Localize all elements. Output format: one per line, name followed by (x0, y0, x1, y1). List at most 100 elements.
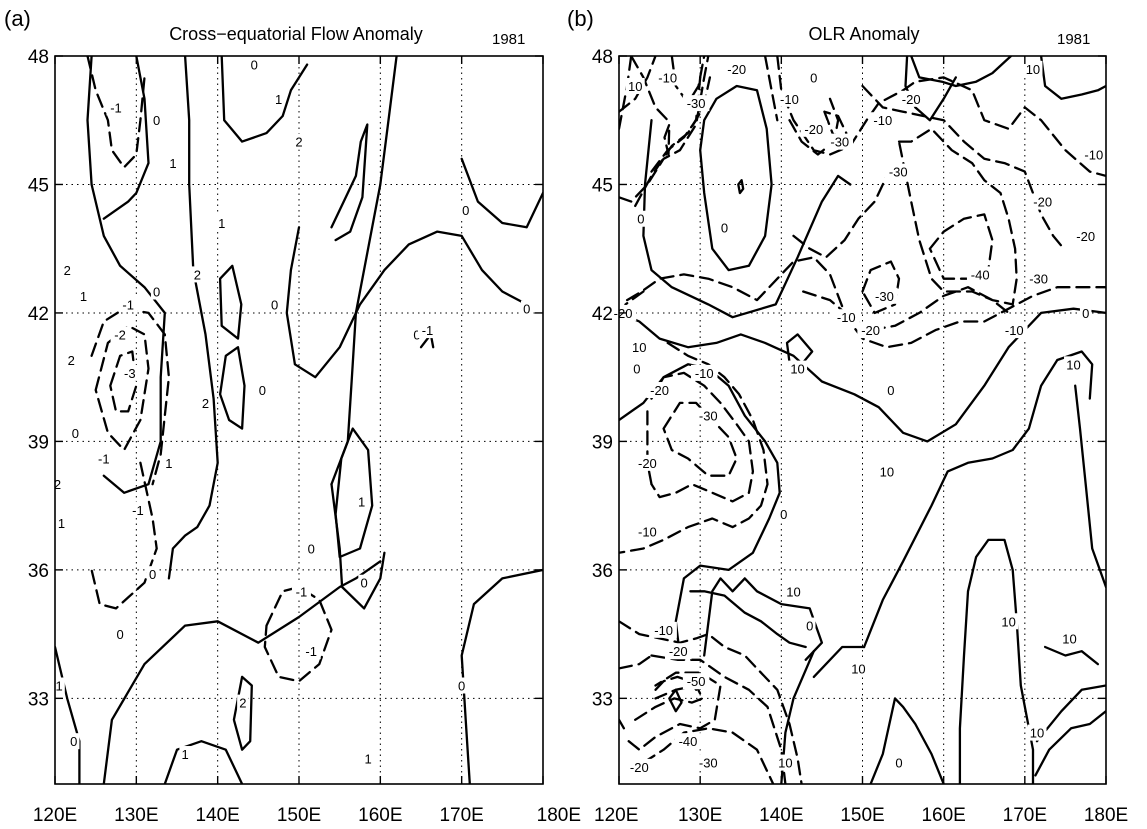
contour-line (861, 260, 901, 315)
contour-line (928, 213, 994, 280)
x-tick-label: 180E (1084, 805, 1128, 826)
contour-label: 1 (58, 516, 65, 531)
contour-label-bg (1025, 270, 1052, 287)
contour-label: 0 (633, 362, 640, 377)
contour-line (218, 346, 246, 430)
contour-label-bg (871, 287, 898, 304)
contour-label-bg (1064, 356, 1084, 373)
contour-line (802, 286, 1010, 332)
contour-label-bg (665, 643, 692, 660)
contour-line (1043, 645, 1100, 666)
contour-label-bg (163, 454, 175, 471)
contour-label: -10 (638, 524, 657, 539)
contour-label: 0 (271, 297, 278, 312)
x-tick-label: 150E (277, 805, 321, 826)
contour-label: 0 (895, 756, 902, 771)
contour-label: 1 (165, 456, 172, 471)
contour-label: 0 (721, 220, 728, 235)
contour-line (904, 56, 957, 122)
contour-label: 2 (68, 353, 75, 368)
contour-label: -20 (861, 323, 880, 338)
contour-label: -20 (638, 456, 657, 471)
y-tick-label: 33 (28, 689, 49, 710)
contour-label: -30 (889, 165, 908, 180)
x-tick-label: 180E (537, 805, 581, 826)
contour-label-bg (718, 219, 731, 236)
y-tick-label: 36 (28, 561, 49, 582)
contour-label: 0 (72, 426, 79, 441)
y-tick-label: 42 (28, 304, 49, 325)
contour-line (619, 363, 781, 657)
panel-b-title: OLR Anomaly (808, 24, 919, 44)
contour-line (55, 645, 81, 784)
contour-label: 0 (1082, 306, 1089, 321)
contour-line (285, 226, 528, 379)
contour-line (334, 427, 374, 559)
panel-b-letter: (b) (567, 6, 594, 31)
contour-label: 0 (251, 58, 258, 73)
contour-label-bg (629, 339, 649, 356)
contour-label-bg (631, 360, 643, 377)
contour-label: -1 (110, 100, 122, 115)
contour-label-bg (803, 617, 816, 634)
contour-line (263, 585, 333, 683)
contour-label-bg (455, 677, 468, 694)
contour-line (619, 718, 626, 730)
contour-line (699, 84, 773, 272)
contour-label-bg (150, 283, 163, 300)
contour-label: 10 (790, 362, 804, 377)
contour-line (1035, 684, 1106, 743)
contour-label: 0 (413, 327, 420, 342)
contour-label-bg (268, 296, 281, 313)
contour-label-bg (634, 523, 661, 540)
contour-label-bg (690, 364, 718, 381)
contour-label-bg (53, 677, 65, 694)
contour-label: -30 (830, 135, 849, 150)
contour-label-bg (114, 626, 126, 643)
contour-label: -10 (837, 310, 856, 325)
contour-label-bg (966, 266, 994, 283)
y-tick-label: 33 (592, 689, 613, 710)
contour-label-bg (674, 733, 702, 750)
contour-label: 0 (116, 627, 123, 642)
x-tick-label: 160E (921, 805, 965, 826)
contour-label: 0 (153, 113, 160, 128)
contour-label-bg (146, 566, 159, 583)
contour-label: -1 (422, 323, 434, 338)
panel-a-year: 1981 (492, 31, 525, 48)
contour-label: -20 (1033, 195, 1052, 210)
panel-b-frame (618, 55, 1107, 785)
contour-label: 1 (218, 216, 225, 231)
contour-label-bg (215, 215, 228, 232)
contour-line (619, 307, 1106, 443)
contour-label-bg (778, 506, 790, 523)
contour-label-bg (248, 56, 261, 73)
contour-label: -10 (780, 92, 799, 107)
panel-b-tick-labels: 120E 130E 140E 150E 160E 170E 180E 33 36 39 42 45 48 (592, 47, 1128, 826)
contour-label: 0 (462, 203, 469, 218)
contour-line (1074, 384, 1106, 589)
contour-line (737, 179, 745, 195)
contour-line (650, 371, 755, 503)
contour-label-bg (118, 296, 138, 313)
contour-label: 1 (275, 92, 282, 107)
contour-line (627, 671, 722, 751)
contour-line (763, 56, 779, 122)
contour-label-bg (61, 262, 73, 279)
contour-line (1034, 710, 1106, 777)
x-tick-label: 160E (358, 805, 402, 826)
contour-label: -10 (873, 113, 892, 128)
contour-label-bg (191, 266, 204, 283)
contour-label-bg (362, 750, 374, 767)
contour-label-bg (355, 493, 368, 510)
contour-label: -30 (1029, 272, 1048, 287)
panel-a-frame (54, 55, 544, 785)
contour-label-bg (625, 77, 645, 94)
contour-label-bg (358, 574, 370, 591)
contour-label: 0 (308, 541, 315, 556)
contour-line (102, 560, 382, 784)
contour-label-bg (110, 326, 130, 343)
x-tick-label: 170E (1003, 805, 1047, 826)
contour-label: -30 (687, 96, 706, 111)
contour-label-bg (272, 90, 285, 107)
